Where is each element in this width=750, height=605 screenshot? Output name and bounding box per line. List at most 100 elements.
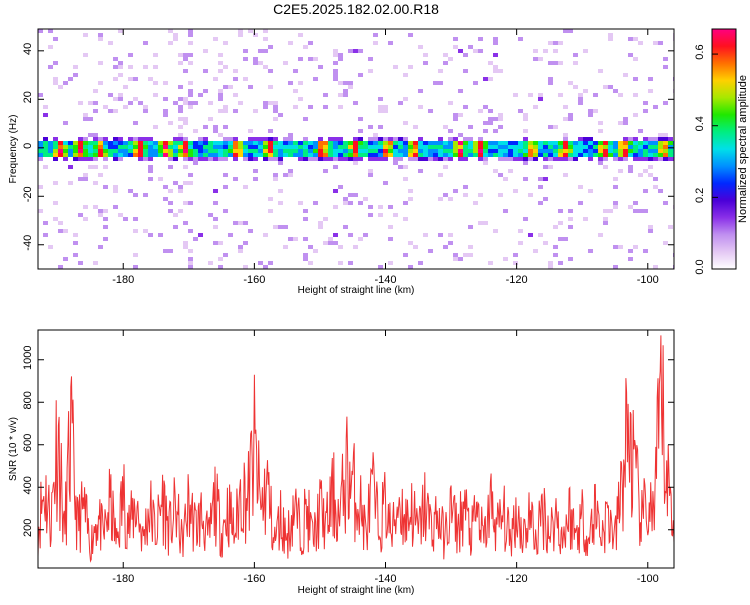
- spectrogram-cell: [108, 41, 113, 45]
- spectrogram-cell: [338, 145, 343, 149]
- spectrogram-cell: [493, 53, 498, 57]
- spectrogram-cell: [408, 141, 413, 145]
- spectrogram-cell: [318, 65, 323, 69]
- spectrogram-cell: [558, 221, 563, 225]
- spectrogram-cell: [233, 141, 238, 145]
- spectrogram-cell: [178, 145, 183, 149]
- spectrogram-cell: [178, 61, 183, 65]
- spectrogram-cell: [493, 117, 498, 121]
- spectrogram-cell: [143, 109, 148, 113]
- spectrogram-cell: [68, 165, 73, 169]
- spectrogram-cell: [533, 49, 538, 53]
- spectrogram-cell: [613, 205, 618, 209]
- spectrogram-cell: [338, 245, 343, 249]
- spectrogram-cell: [443, 141, 448, 145]
- spectrogram-cell: [663, 65, 668, 69]
- spectrogram-cell: [308, 149, 313, 153]
- spectrogram-cell: [183, 101, 188, 105]
- spectrogram-cell: [633, 149, 638, 153]
- spectrogram-cell: [203, 125, 208, 129]
- spectrogram-cell: [338, 81, 343, 85]
- spectrogram-cell: [558, 157, 563, 161]
- spectrogram-cell: [498, 145, 503, 149]
- spectrogram-cell: [183, 165, 188, 169]
- spectrogram-cell: [253, 145, 258, 149]
- spectrogram-cell: [653, 105, 658, 109]
- spectrogram-cell: [93, 157, 98, 161]
- spectrogram-cell: [333, 69, 338, 73]
- spectrogram-cell: [398, 145, 403, 149]
- spectrogram-cell: [623, 73, 628, 77]
- spectrogram-cell: [393, 141, 398, 145]
- spectrogram-cell: [618, 141, 623, 145]
- spectrogram-cell: [153, 153, 158, 157]
- spectrogram-cell: [268, 261, 273, 265]
- spectrogram-cell: [453, 113, 458, 117]
- spectrogram-cell: [183, 117, 188, 121]
- spectrogram-cell: [98, 213, 103, 217]
- spectrogram-cell: [53, 85, 58, 89]
- spectrogram-cell: [93, 141, 98, 145]
- spectrogram-cell: [118, 145, 123, 149]
- spectrogram-cell: [213, 217, 218, 221]
- spectrogram-cell: [483, 105, 488, 109]
- spectrogram-cell: [658, 153, 663, 157]
- spectrogram-cell: [648, 165, 653, 169]
- spectrogram-ticks: -180 -160 -140 -120 -100 -40 -20 0 20 40: [22, 29, 674, 286]
- spectrogram-cell: [113, 77, 118, 81]
- spectrogram-cell: [88, 133, 93, 137]
- spectrogram-cell: [633, 113, 638, 117]
- spectrogram-cell: [283, 245, 288, 249]
- spectrogram-cell: [458, 145, 463, 149]
- spectrogram-cell: [533, 153, 538, 157]
- spectrogram-cell: [473, 141, 478, 145]
- spectrogram-cell: [583, 49, 588, 53]
- spectrogram-cell: [298, 149, 303, 153]
- spectrogram-cell: [628, 141, 633, 145]
- spectrogram-cell: [448, 57, 453, 61]
- spectrogram-cell: [593, 141, 598, 145]
- spectrogram-cell: [78, 153, 83, 157]
- spectrogram-cell: [103, 209, 108, 213]
- spectrogram-cell: [473, 145, 478, 149]
- spectrogram-cell: [488, 141, 493, 145]
- spectrogram-cell: [153, 125, 158, 129]
- spectrogram-cell: [208, 101, 213, 105]
- spectrogram-cell: [223, 65, 228, 69]
- spectrogram-cell: [368, 137, 373, 141]
- spectrogram-cell: [158, 233, 163, 237]
- spectrogram-cell: [298, 157, 303, 161]
- spectrogram-cell: [153, 53, 158, 57]
- spectrogram-cell: [363, 145, 368, 149]
- spectrogram-cell: [273, 109, 278, 113]
- spectrogram-cell: [498, 125, 503, 129]
- spectrogram-cell: [133, 145, 138, 149]
- spectrogram-cell: [138, 169, 143, 173]
- spectrogram-cell: [578, 141, 583, 145]
- spectrogram-cell: [173, 181, 178, 185]
- spectrogram-cell: [378, 149, 383, 153]
- spectrogram-cell: [63, 141, 68, 145]
- spectrogram-cell: [573, 53, 578, 57]
- spectrogram-cell: [453, 45, 458, 49]
- spectrogram-cell: [178, 85, 183, 89]
- spectrogram-cell: [183, 145, 188, 149]
- spectrogram-cell: [238, 101, 243, 105]
- spectrogram-cell: [403, 137, 408, 141]
- spectrogram-cell: [378, 109, 383, 113]
- spectrogram-cell: [398, 149, 403, 153]
- spectrogram-cell: [103, 165, 108, 169]
- spectrogram-cell: [338, 93, 343, 97]
- spectrogram-cell: [408, 65, 413, 69]
- spectrogram-cell: [383, 157, 388, 161]
- spectrogram-cell: [73, 65, 78, 69]
- spectrogram-cell: [638, 125, 643, 129]
- spectrogram-cell: [113, 185, 118, 189]
- spectrogram-cell: [468, 245, 473, 249]
- spectrogram-cell: [113, 205, 118, 209]
- spectrogram-cell: [658, 189, 663, 193]
- spectrogram-cell: [213, 145, 218, 149]
- spectrogram-cell: [523, 157, 528, 161]
- spectrogram-cell: [398, 129, 403, 133]
